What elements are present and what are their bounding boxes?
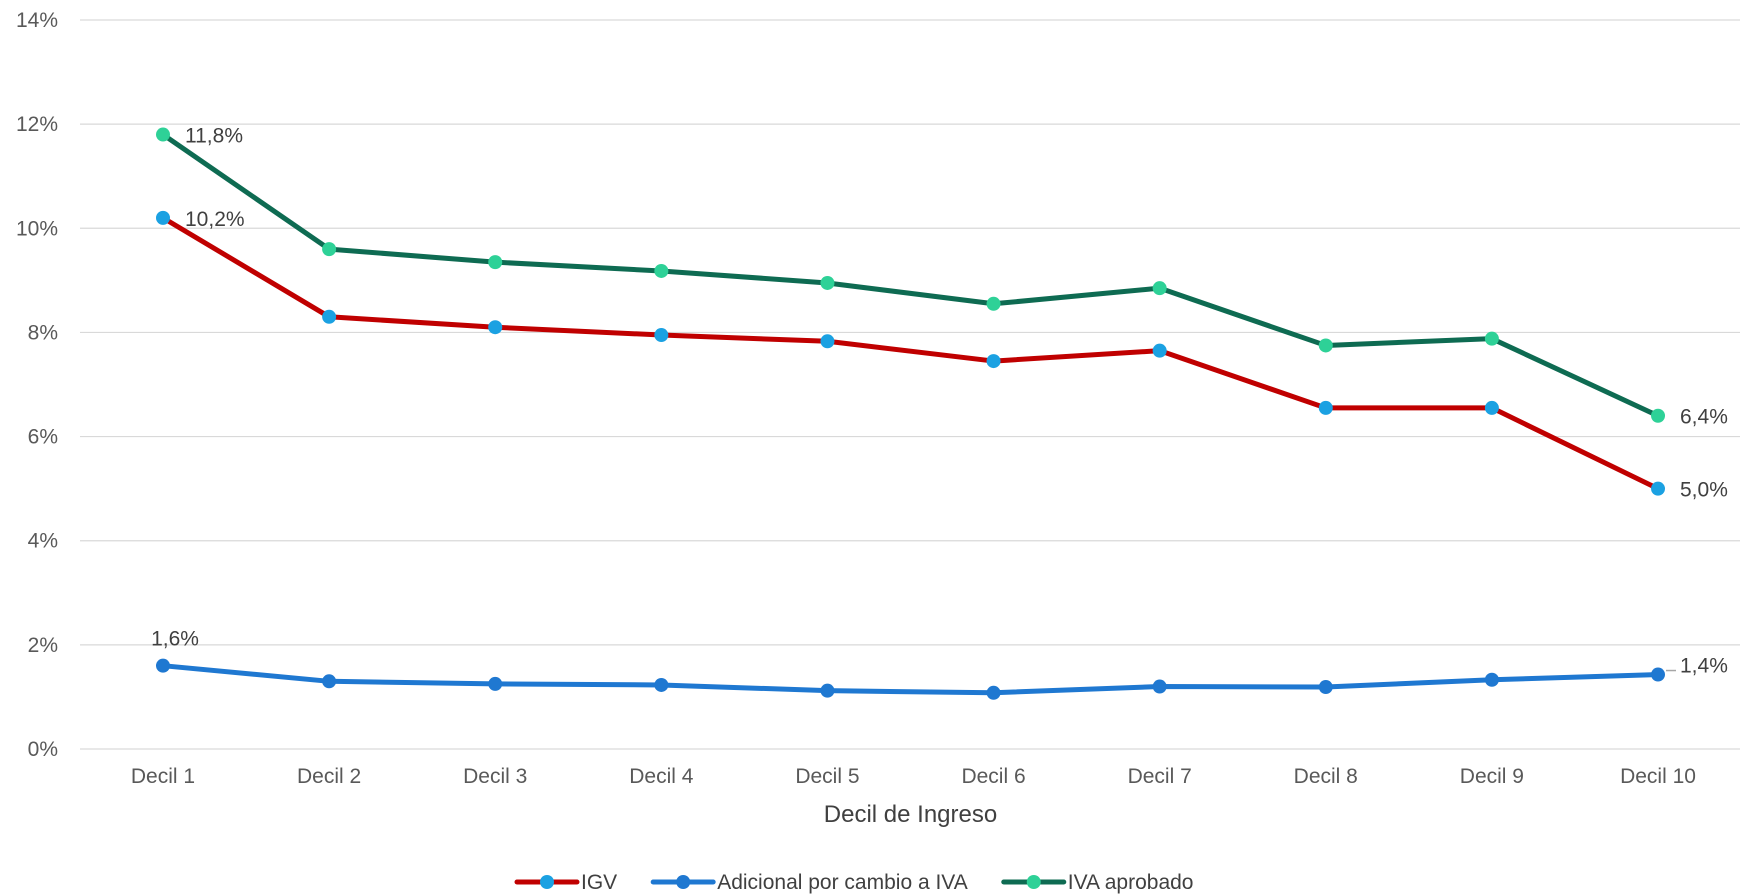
x-tick-label: Decil 6 bbox=[961, 765, 1025, 788]
point-adicional-por-cambio-a-iva-3 bbox=[488, 676, 503, 691]
data-label-iva-aprobado: 6,4% bbox=[1680, 406, 1728, 429]
point-adicional-por-cambio-a-iva-8 bbox=[1318, 680, 1333, 695]
legend-label: IGV bbox=[581, 871, 617, 894]
y-tick-label: 8% bbox=[28, 321, 58, 344]
point-igv-4 bbox=[654, 328, 669, 343]
series-line-iva-aprobado bbox=[160, 132, 1661, 419]
point-adicional-por-cambio-a-iva-2 bbox=[322, 674, 337, 689]
point-adicional-por-cambio-a-iva-5 bbox=[820, 683, 835, 698]
point-igv-2 bbox=[322, 309, 337, 324]
data-label-igv: 10,2% bbox=[185, 208, 245, 231]
y-tick-label: 2% bbox=[28, 634, 58, 657]
point-adicional-por-cambio-a-iva-7 bbox=[1152, 679, 1167, 694]
point-iva-aprobado-2 bbox=[322, 242, 337, 257]
x-tick-label: Decil 7 bbox=[1128, 765, 1192, 788]
data-label-iva-aprobado: 11,8% bbox=[185, 125, 243, 148]
series-line-igv bbox=[160, 215, 1661, 492]
y-tick-label: 0% bbox=[28, 738, 58, 761]
x-tick-label: Decil 3 bbox=[463, 765, 527, 788]
x-axis-ticks: Decil 1 Decil 2 Decil 3 Decil 4 Decil 5 Decil… bbox=[131, 765, 1696, 788]
legend-item-iva-aprobado: IVA aprobado bbox=[1001, 871, 1194, 894]
x-tick-label: Decil 4 bbox=[629, 765, 694, 788]
point-igv-7 bbox=[1152, 343, 1167, 358]
series-lines bbox=[160, 132, 1661, 696]
x-tick-label: Decil 2 bbox=[297, 765, 361, 788]
legend-item-adicional-por-cambio-a-iva: Adicional por cambio a IVA bbox=[650, 871, 968, 894]
series-line-adicional-por-cambio-a-iva bbox=[160, 663, 1661, 696]
point-igv-6 bbox=[986, 354, 1001, 369]
legend-item-igv: IGV bbox=[514, 871, 617, 894]
legend: IGV Adicional por cambio a IVA IVA aprobad… bbox=[514, 871, 1194, 894]
legend-marker bbox=[1026, 875, 1041, 889]
x-tick-label: Decil 1 bbox=[131, 765, 195, 788]
point-adicional-por-cambio-a-iva-6 bbox=[986, 685, 1001, 700]
x-axis-title: Decil de Ingreso bbox=[824, 801, 997, 828]
point-iva-aprobado-7 bbox=[1152, 281, 1167, 296]
point-igv-8 bbox=[1318, 400, 1333, 415]
legend-label: IVA aprobado bbox=[1068, 871, 1194, 894]
point-iva-aprobado-10 bbox=[1651, 408, 1665, 423]
x-tick-label: Decil 9 bbox=[1460, 765, 1524, 788]
point-adicional-por-cambio-a-iva-9 bbox=[1484, 672, 1499, 687]
x-tick-label: Decil 5 bbox=[795, 765, 859, 788]
gridlines bbox=[80, 19, 1740, 750]
point-igv-5 bbox=[820, 334, 835, 349]
y-axis-ticks: 0% 2% 4% 6% 8% 10% 12% 14% bbox=[16, 9, 58, 761]
point-igv-9 bbox=[1484, 400, 1499, 415]
point-igv-1 bbox=[156, 210, 170, 225]
point-adicional-por-cambio-a-iva-1 bbox=[156, 658, 170, 673]
data-label-adicional-por-cambio-a-iva: 1,6% bbox=[151, 628, 199, 651]
y-tick-label: 14% bbox=[16, 9, 58, 32]
legend-marker bbox=[676, 875, 691, 889]
y-tick-label: 4% bbox=[28, 530, 58, 553]
point-iva-aprobado-3 bbox=[488, 255, 503, 270]
data-label-igv: 5,0% bbox=[1680, 479, 1728, 502]
point-iva-aprobado-6 bbox=[986, 296, 1001, 311]
y-tick-label: 6% bbox=[28, 426, 58, 449]
x-tick-label: Decil 8 bbox=[1294, 765, 1358, 788]
legend-marker bbox=[540, 875, 554, 889]
data-label-adicional-por-cambio-a-iva: 1,4% bbox=[1680, 655, 1728, 678]
point-iva-aprobado-5 bbox=[820, 275, 835, 290]
y-tick-label: 12% bbox=[16, 113, 58, 136]
point-iva-aprobado-8 bbox=[1318, 338, 1333, 353]
legend-label: Adicional por cambio a IVA bbox=[717, 871, 968, 894]
y-tick-label: 10% bbox=[16, 217, 58, 240]
point-iva-aprobado-9 bbox=[1484, 331, 1499, 346]
point-igv-3 bbox=[488, 320, 503, 335]
series-markers bbox=[156, 127, 1665, 700]
point-igv-10 bbox=[1651, 481, 1665, 496]
point-iva-aprobado-1 bbox=[156, 127, 170, 142]
point-adicional-por-cambio-a-iva-10 bbox=[1651, 667, 1665, 682]
point-iva-aprobado-4 bbox=[654, 263, 669, 278]
data-labels: 10,2% 5,0% 1,6% 1,4% 11,8% 6,4% bbox=[151, 125, 1728, 678]
x-tick-label: Decil 10 bbox=[1620, 765, 1696, 788]
point-adicional-por-cambio-a-iva-4 bbox=[654, 677, 669, 692]
